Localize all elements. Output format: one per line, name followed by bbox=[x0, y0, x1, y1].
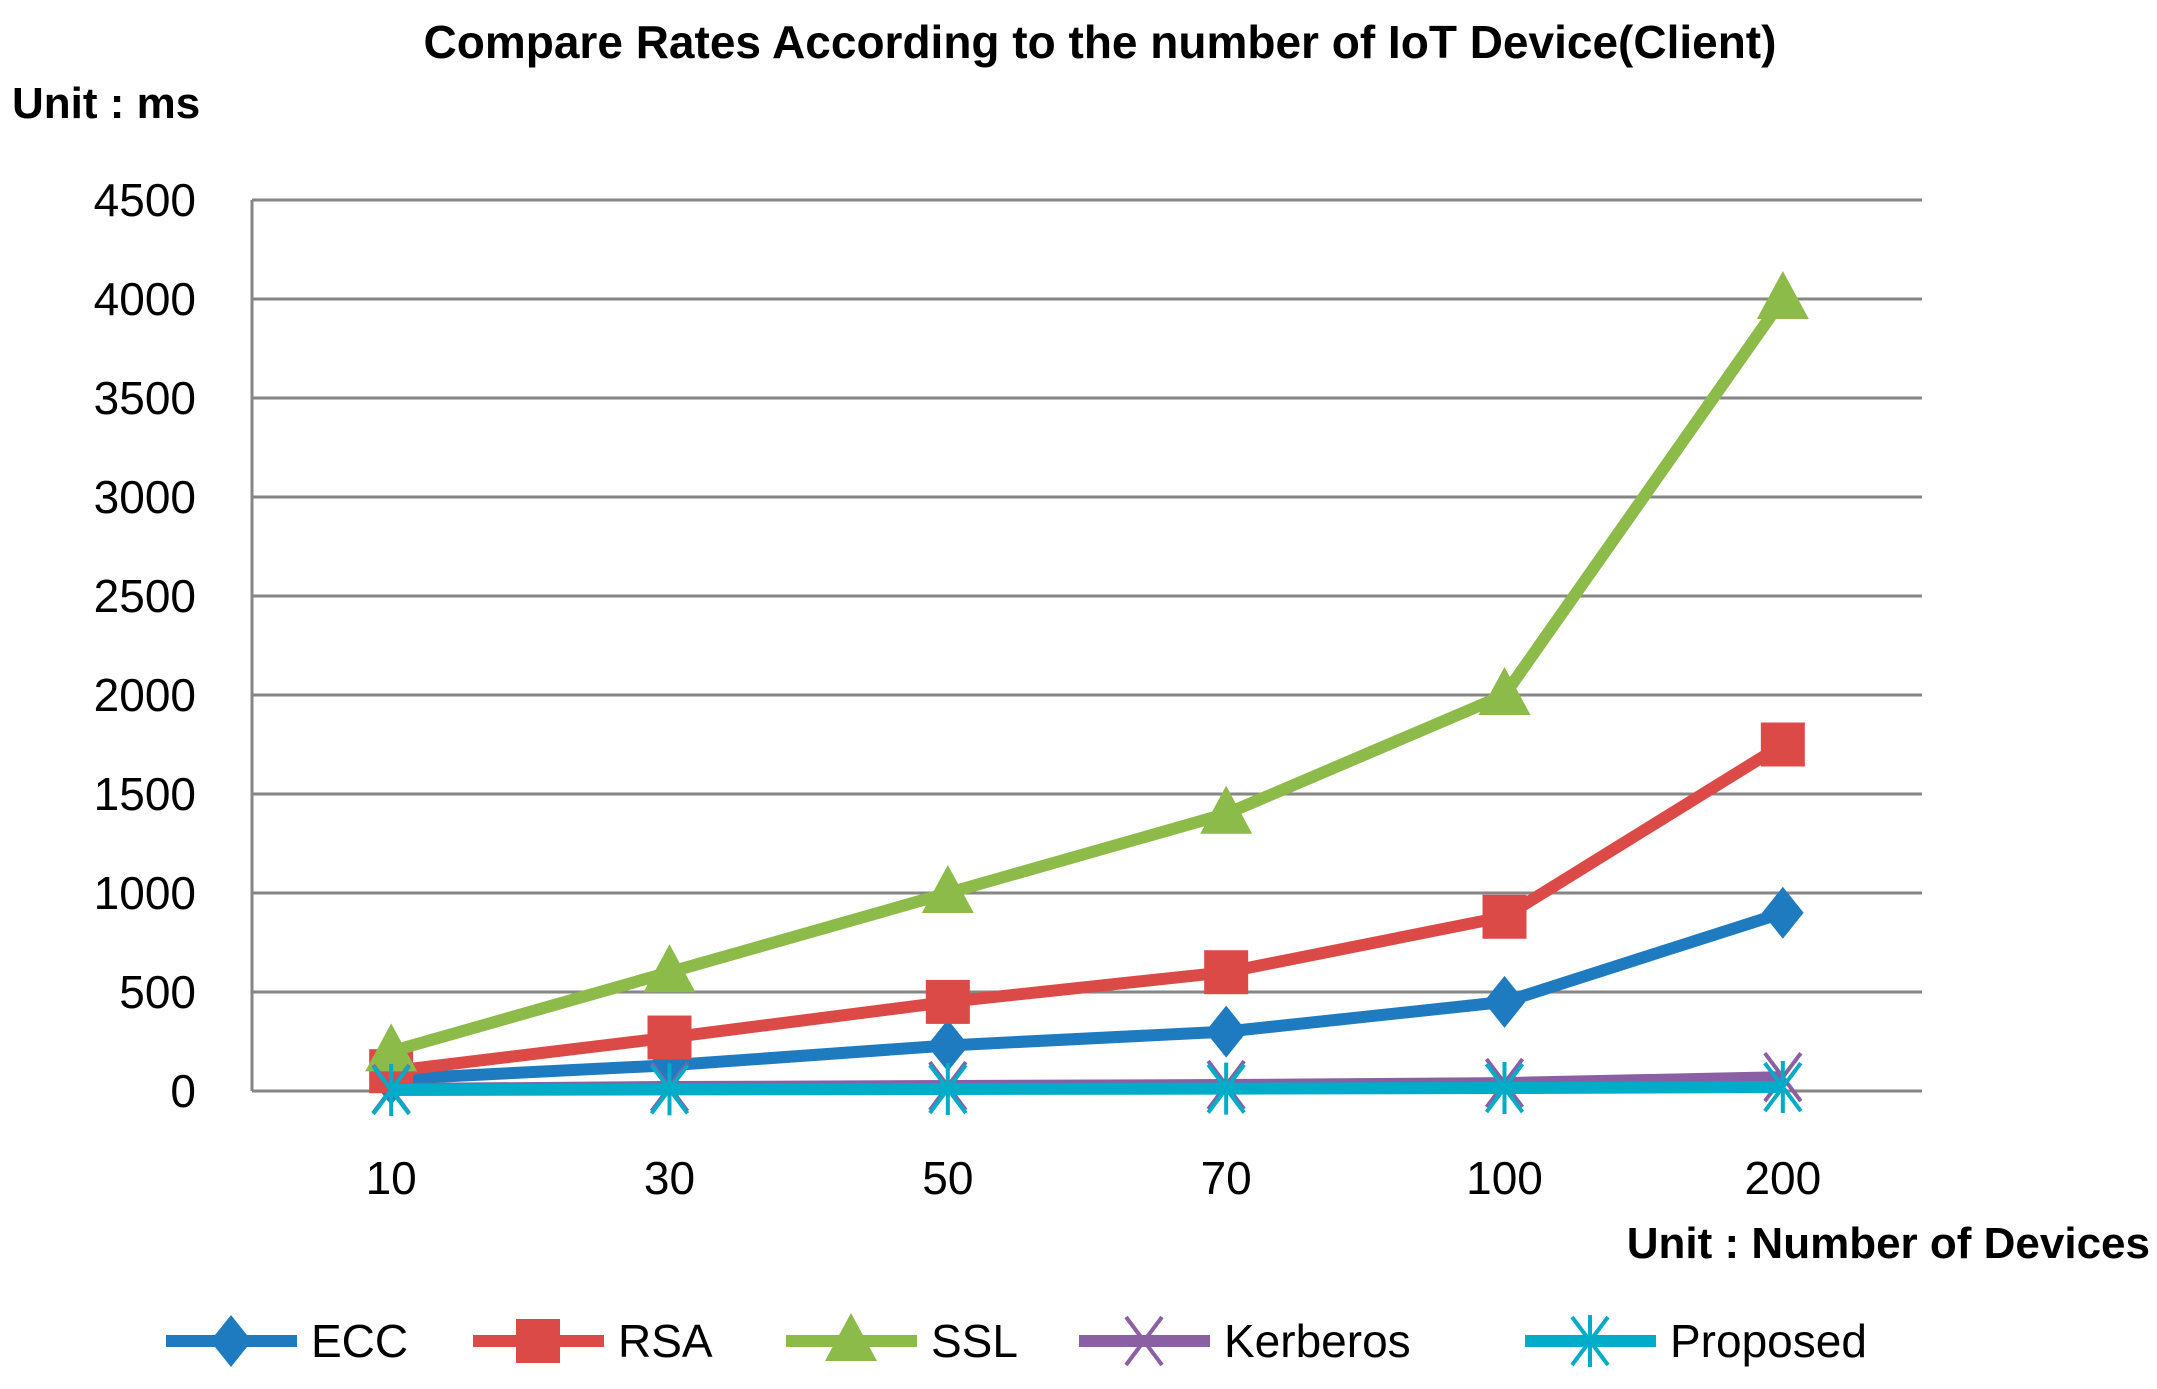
y-tick-label: 3000 bbox=[94, 471, 196, 523]
legend-item-ssl: SSL bbox=[786, 1313, 1018, 1367]
data-point bbox=[371, 1064, 411, 1117]
y-tick-label: 500 bbox=[119, 966, 196, 1018]
data-point bbox=[1204, 950, 1249, 995]
legend-label: RSA bbox=[618, 1315, 713, 1367]
data-point bbox=[365, 1023, 418, 1072]
data-point bbox=[1756, 271, 1809, 319]
data-point bbox=[928, 1063, 968, 1116]
data-point bbox=[1482, 894, 1527, 939]
legend-label: SSL bbox=[931, 1315, 1018, 1367]
data-point bbox=[1763, 1061, 1803, 1114]
series-proposed bbox=[371, 1061, 1803, 1117]
legend-marker-icon bbox=[516, 1319, 560, 1363]
y-tick-label: 0 bbox=[170, 1065, 196, 1117]
data-point bbox=[921, 865, 974, 913]
y-tick-label: 2000 bbox=[94, 669, 196, 721]
legend-marker-icon bbox=[825, 1313, 877, 1361]
x-tick-label: 30 bbox=[644, 1152, 695, 1204]
chart-title: Compare Rates According to the number of… bbox=[424, 16, 1777, 68]
legend-item-rsa: RSA bbox=[473, 1315, 713, 1367]
data-point bbox=[1205, 1005, 1247, 1058]
series-line bbox=[391, 1081, 1783, 1097]
data-point bbox=[647, 1015, 692, 1060]
legend-marker-icon bbox=[1124, 1315, 1164, 1367]
legend-item-kerberos: Kerberos bbox=[1079, 1315, 1411, 1367]
series-ssl bbox=[365, 271, 1809, 1072]
data-point bbox=[1478, 667, 1531, 715]
data-point bbox=[643, 944, 696, 993]
legend-label: Kerberos bbox=[1224, 1315, 1411, 1367]
data-point bbox=[927, 1019, 969, 1072]
data-point bbox=[1200, 785, 1253, 834]
y-tick-label: 1500 bbox=[94, 768, 196, 820]
data-point bbox=[1762, 886, 1804, 939]
x-tick-label: 70 bbox=[1201, 1152, 1252, 1204]
legend-item-ecc: ECC bbox=[166, 1315, 408, 1367]
legend-label: Proposed bbox=[1670, 1315, 1867, 1367]
series-line bbox=[389, 295, 1788, 1058]
y-tick-label: 1000 bbox=[94, 867, 196, 919]
data-point bbox=[925, 979, 970, 1024]
legend-marker-icon bbox=[210, 1315, 252, 1367]
series-line bbox=[390, 739, 1786, 1078]
data-point bbox=[1206, 1062, 1246, 1115]
y-tick-label: 3500 bbox=[94, 372, 196, 424]
legend-marker-icon bbox=[1570, 1315, 1610, 1367]
series-line bbox=[390, 907, 1785, 1086]
y-axis-label: Unit : ms bbox=[12, 79, 200, 128]
x-axis-label: Unit : Number of Devices bbox=[1627, 1219, 2150, 1268]
legend-item-proposed: Proposed bbox=[1525, 1315, 1867, 1367]
y-tick-label: 4500 bbox=[94, 174, 196, 226]
data-point bbox=[1484, 1062, 1525, 1115]
data-point bbox=[649, 1063, 690, 1116]
x-tick-label: 100 bbox=[1466, 1152, 1543, 1204]
x-tick-label: 10 bbox=[366, 1152, 417, 1204]
legend-label: ECC bbox=[311, 1315, 408, 1367]
x-tick-label: 200 bbox=[1744, 1152, 1821, 1204]
y-tick-label: 2500 bbox=[94, 570, 196, 622]
y-tick-label: 4000 bbox=[94, 273, 196, 325]
x-tick-label: 50 bbox=[922, 1152, 973, 1204]
data-point bbox=[1760, 722, 1805, 767]
data-point bbox=[1483, 975, 1526, 1028]
